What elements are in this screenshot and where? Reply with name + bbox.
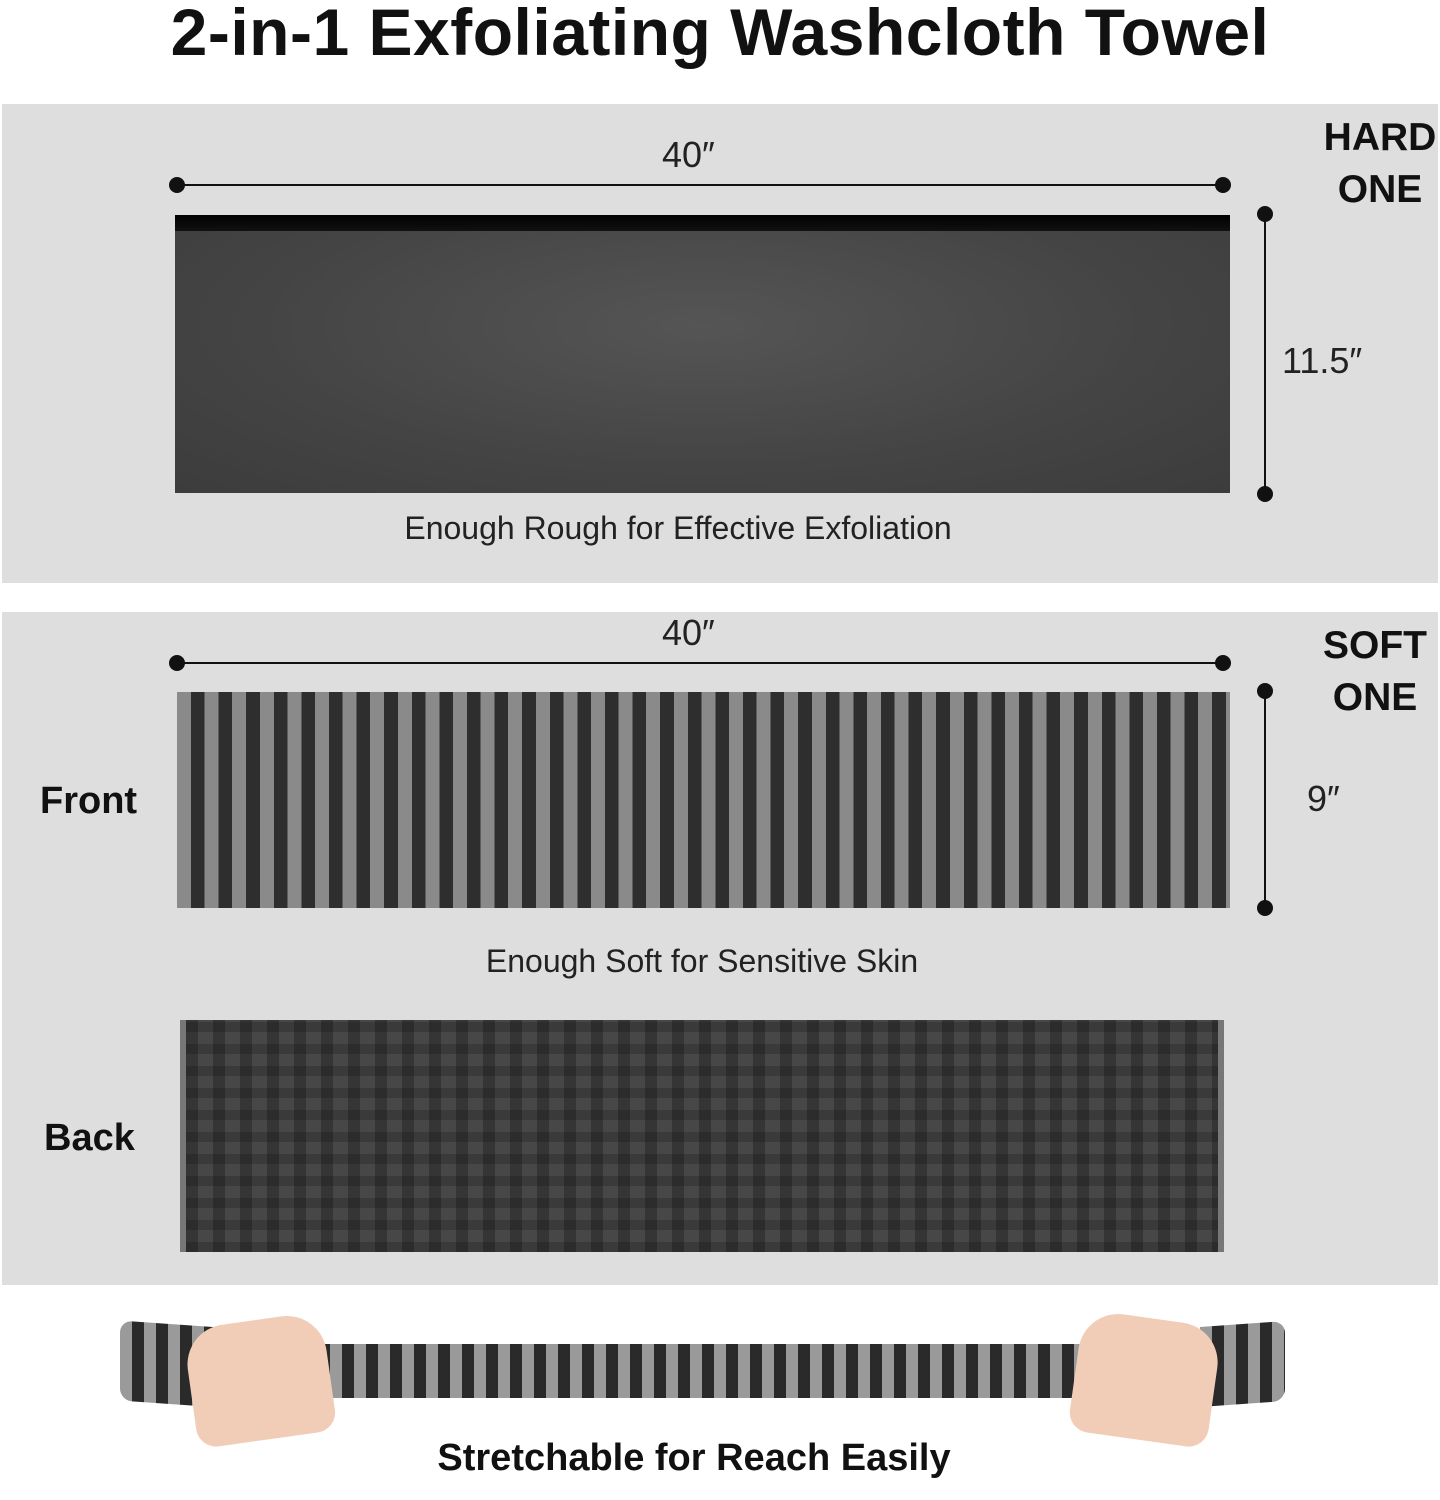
right-hand (1067, 1308, 1223, 1450)
hard-towel-image (175, 215, 1230, 493)
tag-line: HARD (1323, 116, 1437, 159)
hard-one-tag: HARD ONE (1312, 112, 1440, 216)
stretch-illustration (0, 1300, 1440, 1450)
stretched-towel (210, 1344, 1220, 1398)
width-dimension-line (177, 662, 1223, 664)
soft-one-panel: 40″ SOFT ONE Front 9″ Enough Soft for Se… (2, 612, 1438, 1285)
back-label: Back (44, 1117, 135, 1159)
page-title: 2-in-1 Exfoliating Washcloth Towel (170, 0, 1270, 69)
tag-line: SOFT (1323, 624, 1427, 667)
left-hand (182, 1310, 338, 1450)
dimension-dot (1257, 486, 1273, 502)
hard-one-panel: 40″ 11.5″ HARD ONE Enough Rough for Effe… (2, 104, 1438, 583)
tag-line: ONE (1337, 168, 1423, 211)
dimension-dot (169, 177, 185, 193)
dimension-dot (1257, 683, 1273, 699)
height-dimension-line (1264, 214, 1266, 494)
tag-line: ONE (1332, 676, 1418, 719)
dimension-dot (1257, 206, 1273, 222)
height-dimension-line (1264, 691, 1266, 908)
soft-towel-back-image (180, 1020, 1224, 1252)
dimension-dot (1215, 177, 1231, 193)
height-label: 11.5″ (1282, 340, 1363, 381)
soft-one-tag: SOFT ONE (1307, 620, 1440, 724)
hard-one-caption: Enough Rough for Effective Exfoliation (404, 510, 952, 546)
soft-one-caption: Enough Soft for Sensitive Skin (485, 943, 919, 979)
soft-towel-front-image (177, 692, 1230, 908)
dimension-dot (169, 655, 185, 671)
width-label: 40″ (662, 134, 715, 175)
front-label: Front (40, 780, 138, 822)
width-label: 40″ (662, 612, 715, 653)
height-label: 9″ (1307, 778, 1340, 819)
width-dimension-line (177, 184, 1223, 186)
dimension-dot (1215, 655, 1231, 671)
stretch-caption: Stretchable for Reach Easily (437, 1437, 951, 1479)
dimension-dot (1257, 900, 1273, 916)
